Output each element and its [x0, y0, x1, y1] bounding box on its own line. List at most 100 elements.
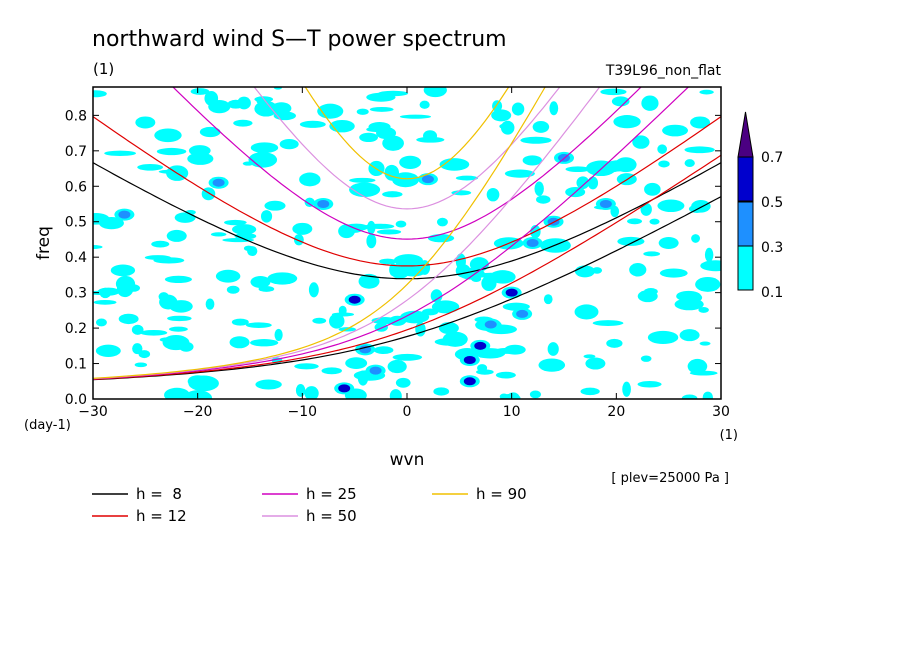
contour-fill-cell: [312, 317, 327, 324]
contour-fill-cell: [641, 95, 659, 111]
contour-fill-cell: [423, 87, 447, 98]
colorbar-label: 0.5: [761, 195, 783, 211]
contour-fill-cell: [274, 328, 283, 341]
contour-fill-cell: [308, 282, 319, 298]
contour-fill-cell: [156, 147, 187, 156]
contour-fill-cell: [137, 163, 164, 171]
contour-fill-cell: [423, 130, 438, 142]
contour-fill-cell: [684, 146, 715, 154]
contour-fill-cell: [695, 276, 721, 292]
contour-fill-cell: [439, 158, 470, 171]
x-tick-label: 0: [403, 404, 412, 420]
contour-fill-cell: [451, 190, 472, 196]
contour-fill-cell: [389, 389, 402, 399]
contour-region: [135, 116, 156, 129]
x-tick-label: −30: [78, 404, 108, 420]
contour-region-inner: [484, 320, 497, 329]
contour-fill-cell: [224, 219, 247, 226]
contour-fill-cell: [243, 245, 254, 252]
contour-fill-cell: [331, 312, 355, 317]
contour-fill-cell: [132, 343, 143, 355]
dispersion-curves: [93, 87, 721, 381]
contour-fill-cell: [260, 210, 273, 223]
y-unit-label: (day-1): [24, 418, 71, 433]
contour-fill-cell: [691, 234, 700, 243]
contour-fill-cell: [606, 338, 623, 348]
contour-fill-cell: [138, 350, 151, 359]
contour-fill-cell: [174, 212, 196, 223]
contour-fill-cell: [279, 139, 299, 150]
contour-fill-cell: [264, 200, 286, 211]
colorbar-label: 0.1: [761, 285, 783, 301]
colorbar-label: 0.3: [761, 240, 783, 256]
contour-fill-cell: [226, 285, 240, 294]
contour-fill-cell: [698, 306, 709, 313]
contour-fill-cell: [529, 390, 542, 399]
contour-fill-cell: [580, 387, 600, 396]
contour-region: [292, 222, 313, 235]
contour-fill-cell: [338, 224, 355, 239]
contour-fill-cell: [430, 289, 443, 303]
contour-region-inner: [369, 366, 382, 375]
contour-fill-cell: [359, 132, 378, 143]
contour-fill-cell: [373, 346, 394, 355]
contour-region-inner: [421, 175, 434, 184]
contour-fill-cell: [205, 298, 215, 310]
contour-fill-cell: [622, 381, 631, 397]
contour-fill-cell: [687, 358, 708, 374]
contour-fill-cell: [222, 237, 255, 243]
contour-fill-cell: [476, 272, 505, 278]
contour-fill-cell: [382, 191, 403, 198]
contour-fill-cell: [700, 260, 721, 272]
x-axis-label: wvn: [390, 450, 425, 470]
colorbar: 0.7 0.5 0.3 0.1: [737, 111, 783, 301]
dispersion-curve-h8: [93, 196, 721, 381]
contour-fill-cell: [520, 136, 552, 144]
contour-fill-cell: [250, 339, 279, 347]
legend-label: h = 90: [476, 485, 527, 503]
contour-fill-cell: [538, 358, 566, 372]
contour-region: [166, 229, 187, 242]
y-tick-label: 0.7: [65, 144, 87, 160]
contour-fill-cell: [684, 159, 695, 167]
contour-fill-cell: [140, 329, 168, 336]
contour-fill-cell: [613, 115, 641, 129]
contour-fill-cell: [632, 135, 650, 149]
contour-fill-cell: [210, 232, 227, 237]
contour-fill-cell: [208, 100, 231, 114]
contour-region: [397, 258, 417, 271]
y-tick-label: 0.8: [65, 108, 87, 124]
contour-fill-cell: [227, 99, 245, 109]
contour-fill-cell: [543, 294, 553, 305]
x-tick-label: 10: [503, 404, 521, 420]
contour-fill-cell: [415, 322, 426, 337]
dispersion-curve-h90: [93, 87, 546, 379]
contour-fill-cell: [164, 275, 192, 284]
contour-fill-cell: [469, 257, 489, 272]
contour-region: [187, 375, 208, 388]
contour-fill-cell: [369, 106, 394, 112]
y-tick-label: 0.0: [65, 392, 87, 408]
contour-fill-cell: [267, 272, 298, 285]
contour-fill-cell: [627, 218, 643, 225]
contour-fill-cell: [419, 100, 430, 109]
contour-region-inner: [463, 377, 476, 386]
contour-region-inner: [348, 295, 361, 304]
contour-fill-cell: [242, 161, 254, 166]
contour-fill-cell: [534, 181, 544, 197]
contour-fill-cell: [295, 383, 306, 397]
contour-fill-cell: [617, 236, 645, 246]
contour-fill-cell: [294, 363, 319, 370]
contour-fill-layer: [93, 87, 721, 399]
contour-fill-cell: [367, 220, 376, 235]
contour-fill-cell: [349, 182, 381, 198]
contour-fill-cell: [395, 220, 407, 228]
contour-fill-cell: [504, 169, 535, 178]
contour-fill-cell: [532, 120, 550, 133]
contour-fill-cell: [699, 89, 714, 95]
contour-fill-cell: [500, 393, 521, 399]
contour-fill-cell: [400, 310, 430, 324]
contour-fill-cell: [477, 351, 487, 358]
contour-fill-cell: [681, 394, 698, 399]
contour-region: [229, 336, 250, 349]
